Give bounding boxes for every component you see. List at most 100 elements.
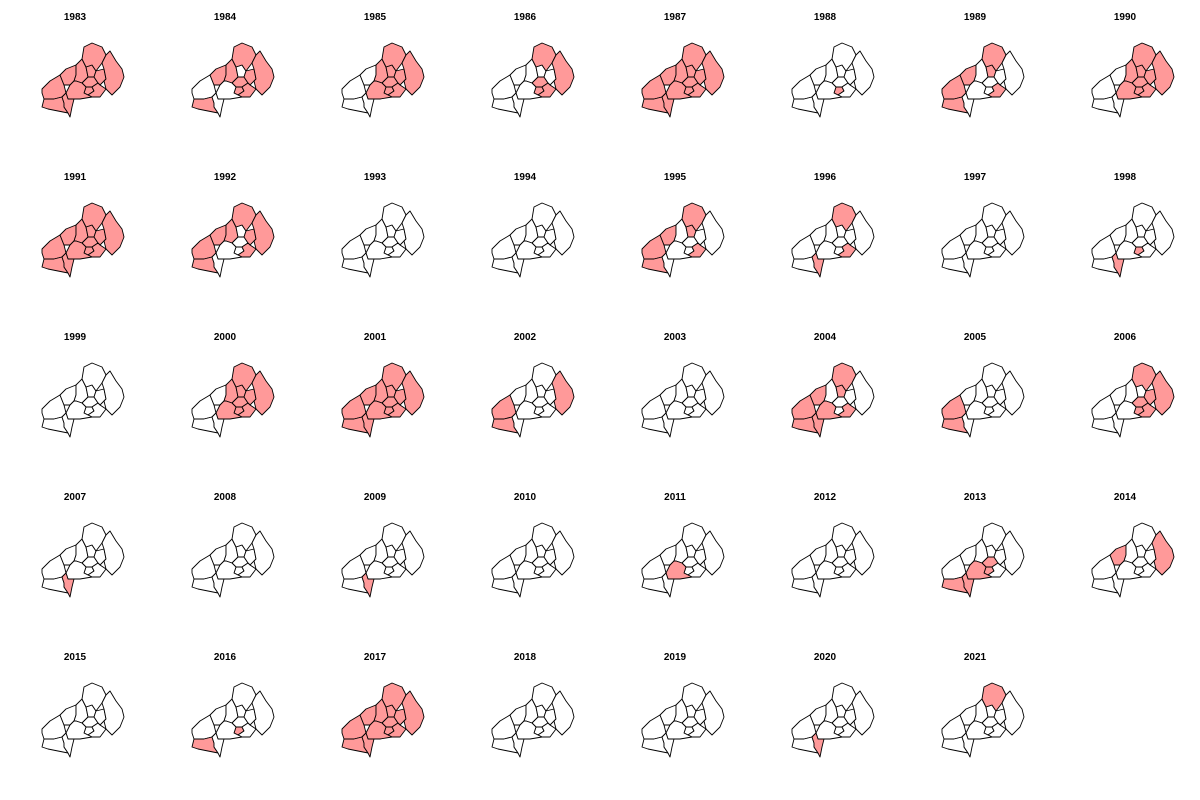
region-r6	[381, 42, 407, 72]
map-panel-2018: 2018	[450, 640, 600, 800]
region-r6	[531, 202, 557, 232]
region-r13	[211, 732, 225, 758]
region-r6	[831, 362, 857, 392]
region-r10	[851, 210, 875, 256]
map-panel-2006: 2006	[1050, 320, 1200, 480]
map-panel-2011: 2011	[600, 480, 750, 640]
region-map	[191, 362, 275, 438]
region-r10	[101, 530, 125, 576]
map-panel-2001: 2001	[300, 320, 450, 480]
region-r13	[61, 412, 75, 438]
panel-year-label: 1986	[513, 12, 537, 23]
region-r10	[701, 210, 725, 256]
map-panel-2009: 2009	[300, 480, 450, 640]
region-r6	[81, 682, 107, 712]
region-r10	[1151, 50, 1175, 96]
region-r13	[961, 412, 975, 438]
panel-year-label: 1993	[363, 172, 387, 183]
region-r13	[1111, 92, 1125, 118]
region-r10	[401, 370, 425, 416]
region-map	[191, 682, 275, 758]
map-panel-1985: 1985	[300, 0, 450, 160]
region-map	[641, 202, 725, 278]
region-r6	[681, 42, 707, 72]
map-panel-2021: 2021	[900, 640, 1050, 800]
panel-year-label: 2004	[813, 332, 837, 343]
region-r10	[1151, 370, 1175, 416]
region-map	[791, 682, 875, 758]
region-r6	[1131, 42, 1157, 72]
region-r10	[551, 370, 575, 416]
region-map	[41, 42, 125, 118]
region-r13	[361, 252, 375, 278]
region-r13	[811, 92, 825, 118]
map-panel-1996: 1996	[750, 160, 900, 320]
map-panel-1987: 1987	[600, 0, 750, 160]
region-r13	[361, 572, 375, 598]
panel-year-label: 2013	[963, 492, 987, 503]
region-r13	[61, 92, 75, 118]
region-r13	[661, 252, 675, 278]
region-r6	[531, 42, 557, 72]
region-map	[341, 202, 425, 278]
panel-year-label: 2014	[1113, 492, 1137, 503]
region-r6	[981, 522, 1007, 552]
panel-year-label: 2006	[1113, 332, 1137, 343]
region-r13	[811, 572, 825, 598]
region-r6	[531, 522, 557, 552]
region-r6	[231, 42, 257, 72]
region-r10	[1151, 530, 1175, 576]
region-map	[191, 202, 275, 278]
map-panel-1989: 1989	[900, 0, 1050, 160]
region-map	[41, 522, 125, 598]
region-map	[341, 42, 425, 118]
map-panel-2013: 2013	[900, 480, 1050, 640]
region-r10	[101, 210, 125, 256]
region-r6	[681, 202, 707, 232]
region-r6	[981, 202, 1007, 232]
region-r13	[511, 412, 525, 438]
region-r6	[681, 682, 707, 712]
region-r13	[661, 732, 675, 758]
map-panel-1983: 1983	[0, 0, 150, 160]
region-map	[641, 362, 725, 438]
region-r10	[251, 210, 275, 256]
region-r13	[661, 572, 675, 598]
map-panel-2012: 2012	[750, 480, 900, 640]
map-panel-1992: 1992	[150, 160, 300, 320]
region-map	[1091, 42, 1175, 118]
panel-year-label: 1990	[1113, 12, 1137, 23]
map-panel-1999: 1999	[0, 320, 150, 480]
map-panel-2002: 2002	[450, 320, 600, 480]
region-r6	[1131, 522, 1157, 552]
region-r10	[701, 370, 725, 416]
region-r13	[361, 412, 375, 438]
region-r13	[211, 412, 225, 438]
region-r13	[961, 572, 975, 598]
panel-year-label: 1999	[63, 332, 87, 343]
region-r6	[831, 42, 857, 72]
region-map	[641, 522, 725, 598]
region-r10	[1151, 210, 1175, 256]
region-map	[191, 42, 275, 118]
region-map	[41, 202, 125, 278]
panel-year-label: 1994	[513, 172, 537, 183]
region-map	[491, 202, 575, 278]
region-r6	[81, 522, 107, 552]
region-r10	[1001, 210, 1025, 256]
panel-year-label: 2009	[363, 492, 387, 503]
region-r10	[1001, 50, 1025, 96]
map-panel-2008: 2008	[150, 480, 300, 640]
panel-year-label: 2012	[813, 492, 837, 503]
region-r13	[211, 252, 225, 278]
region-r6	[831, 202, 857, 232]
map-panel-1986: 1986	[450, 0, 600, 160]
region-r10	[401, 530, 425, 576]
region-map	[1091, 522, 1175, 598]
region-r13	[511, 92, 525, 118]
panel-year-label: 1992	[213, 172, 237, 183]
panel-year-label: 2021	[963, 652, 987, 663]
map-panel-1988: 1988	[750, 0, 900, 160]
region-map	[641, 42, 725, 118]
